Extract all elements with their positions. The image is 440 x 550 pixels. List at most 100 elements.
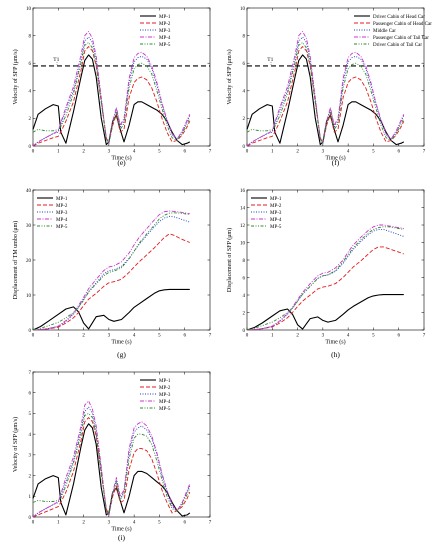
- x-tick-label: 2: [82, 334, 85, 339]
- panel-g: 0 1 2 3 4 5 6 7 0 10 20 30 40 Time (s) Displacement of…: [12, 189, 212, 359]
- y-tick-label: 4: [29, 90, 32, 95]
- series-line-4: [32, 210, 190, 331]
- y-tick-label: 6: [243, 276, 246, 281]
- series-line-3: [246, 228, 404, 331]
- y-tick-label: 4: [243, 90, 246, 95]
- x-tick-label: 4: [133, 334, 136, 339]
- plot-frame: [32, 7, 211, 147]
- y-tick-label: 0: [243, 329, 246, 334]
- legend-label: MP-4: [56, 218, 68, 223]
- legend-label: MP-3: [159, 29, 171, 34]
- y-tick-label: 2: [29, 117, 32, 122]
- panel-e: 0 1 2 3 4 5 6 7 0 2 4 6 8 10 Time (s) Velocity of SFP (…: [12, 7, 212, 167]
- legend-label: MP-1: [56, 197, 68, 202]
- y-tick-label: 10: [26, 7, 32, 12]
- y-tick-label: 5: [29, 412, 32, 417]
- y-tick-label: 6: [243, 62, 246, 67]
- y-tick-label: 2: [243, 117, 246, 122]
- x-tick-label: 2: [82, 150, 85, 155]
- series-line-2: [32, 417, 191, 518]
- series-line-5: [32, 42, 191, 144]
- x-tick-label: 7: [209, 334, 212, 339]
- panel-label: (i): [118, 533, 126, 542]
- series-line-5: [32, 412, 191, 516]
- y-axis-label: Velocity of SFP (μm/s): [226, 49, 233, 104]
- series-line-1: [246, 294, 404, 331]
- y-tick-label: 40: [26, 189, 32, 194]
- x-tick-label: 7: [423, 334, 426, 339]
- x-tick-label: 4: [347, 334, 350, 339]
- x-tick-label: 3: [322, 334, 325, 339]
- y-tick-label: 0: [29, 329, 32, 334]
- legend-label: MP-1: [270, 197, 282, 202]
- y-tick-label: 12: [240, 224, 246, 229]
- x-tick-label: 3: [108, 150, 111, 155]
- x-tick-label: 5: [158, 150, 161, 155]
- threshold-annotation: T1: [53, 57, 59, 63]
- y-tick-label: 10: [26, 294, 32, 299]
- y-tick-label: 4: [29, 433, 32, 438]
- series-line-5: [246, 226, 404, 331]
- y-tick-label: 4: [243, 294, 246, 299]
- x-tick-label: 2: [296, 150, 299, 155]
- x-axis-label: Time (s): [325, 339, 345, 346]
- y-axis-label: Velocity of SFP (μm/s): [12, 49, 19, 104]
- y-tick-label: 20: [26, 259, 32, 264]
- legend-label: MP-1: [159, 379, 171, 384]
- x-tick-label: 4: [133, 521, 136, 526]
- y-axis-label: Velocity of SFP (μm/s): [12, 417, 19, 472]
- y-axis-label: Displacement of SFP (μm): [226, 228, 233, 292]
- y-tick-label: 0: [29, 516, 32, 521]
- x-tick-label: 4: [133, 150, 136, 155]
- x-tick-label: 1: [57, 334, 60, 339]
- y-tick-label: 10: [240, 241, 246, 246]
- legend-label: MP-3: [56, 211, 68, 216]
- x-tick-label: 0: [246, 150, 249, 155]
- panel-label: (e): [117, 158, 126, 167]
- x-tick-label: 0: [32, 334, 35, 339]
- y-tick-label: 8: [243, 34, 246, 39]
- series-line-5: [246, 42, 405, 144]
- x-axis-label: Time (s): [111, 526, 131, 533]
- panel-label: (f): [332, 158, 340, 167]
- x-tick-label: 2: [296, 334, 299, 339]
- x-tick-label: 5: [372, 334, 375, 339]
- x-tick-label: 0: [32, 521, 35, 526]
- x-tick-label: 7: [209, 521, 212, 526]
- x-tick-label: 4: [347, 150, 350, 155]
- x-tick-label: 6: [183, 521, 186, 526]
- y-tick-label: 30: [26, 224, 32, 229]
- x-tick-label: 2: [82, 521, 85, 526]
- panel-f: 0 1 2 3 4 5 6 7 0 2 4 6 8 10 Time (s) Velocity of SFP (…: [226, 7, 432, 167]
- x-tick-label: 3: [108, 521, 111, 526]
- legend-label: Passenger Cabin of Tail Car: [373, 36, 429, 41]
- y-tick-label: 8: [243, 259, 246, 264]
- x-tick-label: 5: [372, 150, 375, 155]
- series-line-5: [32, 212, 190, 331]
- y-tick-label: 7: [29, 371, 32, 376]
- x-tick-label: 6: [183, 334, 186, 339]
- legend-label: MP-5: [159, 43, 171, 48]
- series-line-2: [32, 46, 191, 147]
- y-tick-label: 2: [243, 311, 246, 316]
- x-tick-label: 6: [397, 334, 400, 339]
- series-line-4: [246, 31, 405, 147]
- x-axis-label: Time (s): [111, 155, 131, 162]
- x-tick-label: 1: [271, 334, 274, 339]
- series-line-4: [246, 224, 404, 331]
- y-axis-label: Displacement of TM umbo (μm): [12, 221, 19, 299]
- y-tick-label: 16: [240, 189, 246, 194]
- y-tick-label: 2: [29, 474, 32, 479]
- legend-label: MP-2: [56, 204, 68, 209]
- legend-label: MP-4: [159, 400, 171, 405]
- legend-label: MP-5: [159, 407, 171, 412]
- legend-label: MP-2: [270, 204, 282, 209]
- series-line-2: [32, 233, 190, 331]
- y-tick-label: 14: [240, 206, 246, 211]
- x-tick-label: 3: [322, 150, 325, 155]
- y-tick-label: 0: [243, 145, 246, 150]
- legend-label: Driver Cabin of Tail Car: [373, 43, 422, 48]
- x-tick-label: 3: [108, 334, 111, 339]
